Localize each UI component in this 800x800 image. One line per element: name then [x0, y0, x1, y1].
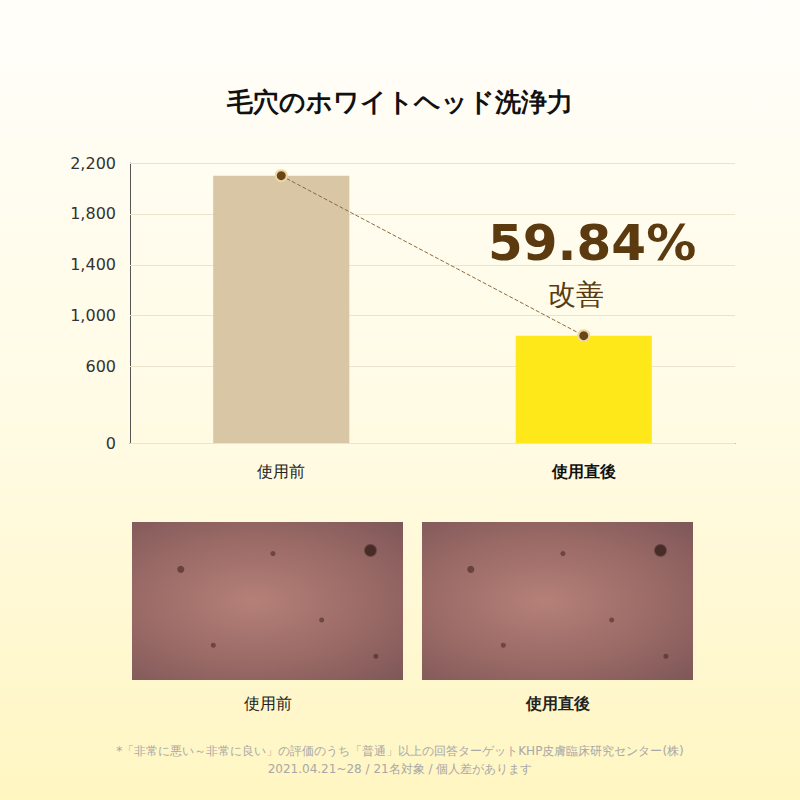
svg-text:2,200: 2,200 [70, 154, 116, 173]
html-text:使用直後: 使用直後 [525, 694, 590, 713]
svg-text:改善: 改善 [548, 278, 604, 311]
html-text:使用前: 使用前 [243, 694, 292, 713]
svg-text:1,800: 1,800 [70, 204, 116, 223]
html-text:2021.04.21~28 / 21名対象 / 個人差があり: 2021.04.21~28 / 21名対象 / 個人差があります [267, 762, 533, 776]
svg-text:59.84%: 59.84% [488, 214, 696, 272]
svg-text:使用直後: 使用直後 [551, 462, 616, 481]
html-text:*「非常に悪い～非常に良い」の評価のうち「普通」以上の回答タ: *「非常に悪い～非常に良い」の評価のうち「普通」以上の回答ターゲットKHP皮膚臨… [116, 744, 684, 758]
svg-text:1,400: 1,400 [70, 255, 116, 274]
svg-text:1,000: 1,000 [70, 306, 116, 325]
svg-text:使用前: 使用前 [257, 462, 305, 481]
svg-text:600: 600 [85, 357, 116, 376]
svg-text:0: 0 [106, 434, 116, 453]
svg-text:毛穴のホワイトヘッド洗浄力: 毛穴のホワイトヘッド洗浄力 [226, 87, 573, 117]
